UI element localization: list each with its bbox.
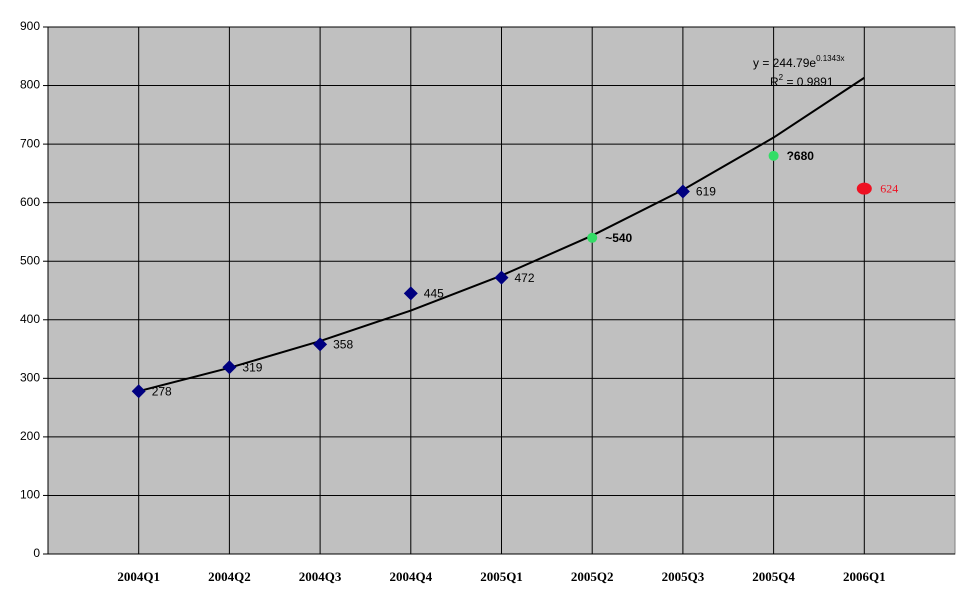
y-tick-label: 900 xyxy=(20,19,40,33)
data-label: ?680 xyxy=(787,149,815,163)
point xyxy=(403,286,418,301)
y-tick-label: 400 xyxy=(20,312,40,326)
data-label: 358 xyxy=(333,338,353,352)
point xyxy=(222,360,237,375)
x-tick-label: 2004Q1 xyxy=(117,569,160,584)
r-squared-value: = 0.9891 xyxy=(783,75,834,89)
x-tick-label: 2004Q4 xyxy=(389,569,432,584)
data-label: ~540 xyxy=(605,231,632,245)
r-squared: R2 = 0.9891 xyxy=(770,73,834,89)
point xyxy=(587,232,598,243)
y-tick-label: 700 xyxy=(20,136,40,150)
x-tick-label: 2006Q1 xyxy=(843,569,886,584)
equation-base: y = 244.79e xyxy=(753,56,816,70)
y-tick-label: 100 xyxy=(20,488,40,502)
y-tick-label: 200 xyxy=(20,429,40,443)
y-tick-label: 600 xyxy=(20,195,40,209)
x-tick-label: 2005Q3 xyxy=(662,569,705,584)
equation-exponent: 0.1343x xyxy=(816,54,844,63)
data-label: 319 xyxy=(242,360,262,374)
y-tick-label: 0 xyxy=(33,546,40,560)
point xyxy=(313,337,328,352)
data-label: 278 xyxy=(152,384,172,398)
y-tick-label: 800 xyxy=(20,78,40,92)
point xyxy=(675,184,690,199)
data-label: 472 xyxy=(515,271,535,285)
point xyxy=(768,150,779,161)
x-tick-label: 2004Q3 xyxy=(299,569,342,584)
r-squared-exponent: 2 xyxy=(779,73,784,82)
point xyxy=(131,384,146,399)
x-tick-label: 2005Q4 xyxy=(752,569,795,584)
point xyxy=(856,182,872,195)
data-label: 619 xyxy=(696,185,716,199)
point xyxy=(494,270,509,285)
data-label: 624 xyxy=(880,181,898,195)
x-tick-label: 2005Q2 xyxy=(571,569,614,584)
y-tick-label: 500 xyxy=(20,253,40,267)
x-tick-label: 2005Q1 xyxy=(480,569,523,584)
y-tick-label: 300 xyxy=(20,371,40,385)
r-squared-base: R xyxy=(770,75,779,89)
data-label: 445 xyxy=(424,287,444,301)
trend-equation: y = 244.79e0.1343x xyxy=(753,54,845,70)
x-tick-label: 2004Q2 xyxy=(208,569,251,584)
